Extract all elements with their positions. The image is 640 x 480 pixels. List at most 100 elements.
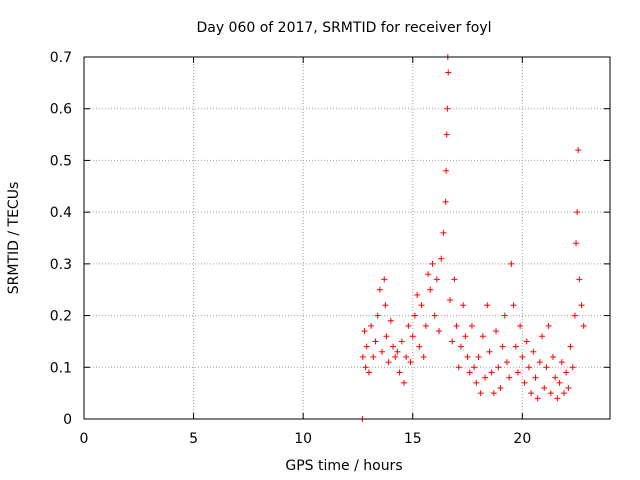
- data-point: [398, 338, 405, 345]
- data-point: [444, 105, 451, 112]
- data-point: [429, 260, 436, 267]
- data-point: [471, 364, 478, 371]
- data-point: [550, 353, 557, 360]
- data-point: [488, 369, 495, 376]
- x-tick-label: 5: [189, 431, 198, 447]
- data-point: [445, 69, 452, 76]
- data-point: [539, 333, 546, 340]
- data-point: [462, 333, 469, 340]
- data-point: [571, 312, 578, 319]
- data-point: [422, 322, 429, 329]
- data-point: [361, 328, 368, 335]
- data-point: [466, 369, 473, 376]
- y-tick-label: 0.4: [50, 205, 72, 221]
- data-point: [563, 369, 570, 376]
- data-point: [381, 276, 388, 283]
- data-point: [541, 384, 548, 391]
- x-tick-label: 0: [80, 431, 89, 447]
- data-point: [460, 302, 467, 309]
- data-point: [416, 343, 423, 350]
- data-point: [392, 353, 399, 360]
- data-point: [530, 348, 537, 355]
- data-point: [499, 343, 506, 350]
- data-point: [387, 317, 394, 324]
- data-point: [547, 390, 554, 397]
- data-point: [565, 384, 572, 391]
- data-point: [370, 353, 377, 360]
- data-point: [405, 322, 412, 329]
- x-axis-label: GPS time / hours: [285, 458, 402, 474]
- data-point: [510, 302, 517, 309]
- data-point: [394, 348, 401, 355]
- data-point: [477, 390, 484, 397]
- x-tick-label: 10: [294, 431, 312, 447]
- data-point: [506, 374, 513, 381]
- data-point: [403, 353, 410, 360]
- data-point: [457, 343, 464, 350]
- data-point: [536, 359, 543, 366]
- data-point: [560, 390, 567, 397]
- data-point: [521, 379, 528, 386]
- axis-ticks: 0 5 10 15 20 0 0.1 0.2 0.3 0.4 0.5 0.6 0.7: [50, 50, 610, 447]
- data-point: [475, 353, 482, 360]
- y-axis-label: SRMTID / TECUs: [6, 182, 22, 295]
- data-point: [442, 198, 449, 205]
- y-tick-label: 0.3: [50, 257, 72, 273]
- data-point: [409, 333, 416, 340]
- data-point: [453, 322, 460, 329]
- y-tick-label: 0: [63, 412, 72, 428]
- data-point: [433, 276, 440, 283]
- data-point: [573, 240, 580, 247]
- data-point: [451, 276, 458, 283]
- data-point: [556, 379, 563, 386]
- data-point: [363, 343, 370, 350]
- data-point: [443, 131, 450, 138]
- data-point: [383, 333, 390, 340]
- y-tick-label: 0.2: [50, 309, 72, 325]
- data-point: [545, 322, 552, 329]
- data-point: [359, 353, 366, 360]
- data-point: [534, 395, 541, 402]
- data-point: [425, 271, 432, 278]
- data-point: [574, 209, 581, 216]
- data-point: [514, 369, 521, 376]
- data-point: [379, 348, 386, 355]
- data-point: [575, 147, 582, 154]
- data-point: [567, 343, 574, 350]
- data-point: [473, 379, 480, 386]
- data-point: [519, 353, 526, 360]
- y-tick-label: 0.1: [50, 360, 72, 376]
- grid: [84, 57, 610, 419]
- data-point: [365, 369, 372, 376]
- data-point: [396, 369, 403, 376]
- data-point: [580, 322, 587, 329]
- data-point: [374, 312, 381, 319]
- x-tick-label: 20: [513, 431, 531, 447]
- data-point: [543, 364, 550, 371]
- data-point: [420, 353, 427, 360]
- data-point: [468, 322, 475, 329]
- data-point: [512, 343, 519, 350]
- data-point: [427, 286, 434, 293]
- data-point: [418, 302, 425, 309]
- data-point: [464, 353, 471, 360]
- x-tick-label: 15: [404, 431, 422, 447]
- data-point: [578, 302, 585, 309]
- data-point: [411, 312, 418, 319]
- data-point: [523, 338, 530, 345]
- data-point: [501, 312, 508, 319]
- data-point: [362, 364, 369, 371]
- data-point: [449, 338, 456, 345]
- data-point: [431, 312, 438, 319]
- data-point: [490, 390, 497, 397]
- data-point: [440, 229, 447, 236]
- data-points: [359, 54, 587, 422]
- data-point: [576, 276, 583, 283]
- data-point: [438, 255, 445, 262]
- chart-title: Day 060 of 2017, SRMTID for receiver foy…: [196, 20, 491, 36]
- data-point: [372, 338, 379, 345]
- data-point: [503, 359, 510, 366]
- data-point: [493, 328, 500, 335]
- data-point: [390, 343, 397, 350]
